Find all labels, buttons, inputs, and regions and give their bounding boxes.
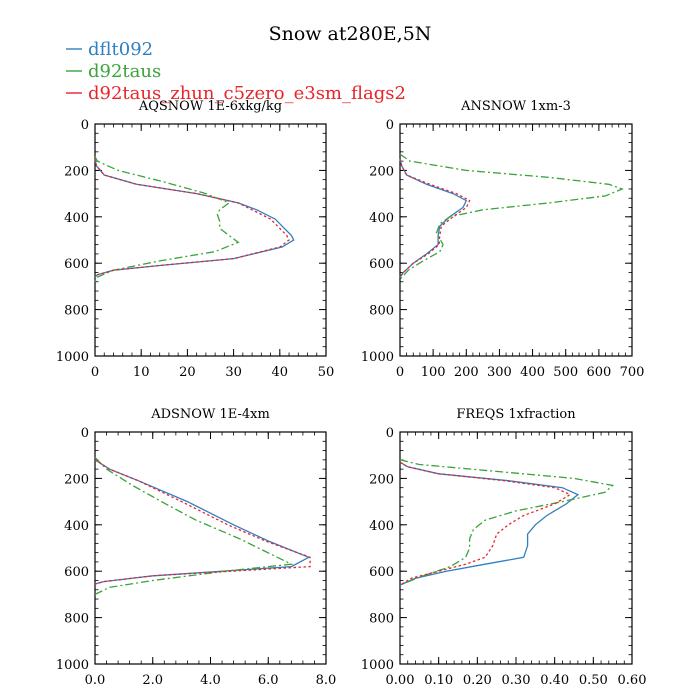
- y-tick-label: 400: [64, 211, 89, 226]
- x-tick-label: 40: [272, 365, 289, 380]
- y-tick-label: 0: [386, 426, 394, 441]
- x-tick-label: 0.00: [386, 673, 415, 688]
- x-tick-label: 500: [553, 365, 578, 380]
- legend: dflt092d92tausd92taus_zhun_c5zero_e3sm_f…: [66, 39, 406, 104]
- series-line-2: [399, 461, 572, 586]
- series-line-1: [399, 459, 615, 586]
- x-tick-label: 400: [520, 365, 545, 380]
- x-tick-label: 200: [454, 365, 479, 380]
- panel-title: AQSNOW 1E-6xkg/kg: [138, 99, 282, 114]
- y-tick-label: 1000: [361, 658, 394, 673]
- panel-1: ANSNOW 1xm-3 0 100 200 300 400 500 600 700 0 200 40…: [361, 99, 645, 380]
- x-tick-label: 10: [133, 365, 150, 380]
- panel-title: ADSNOW 1E-4xm: [150, 407, 270, 422]
- plot-frame: [399, 123, 633, 357]
- x-tick-label: 0.50: [579, 673, 608, 688]
- x-tick-label: 4.0: [200, 673, 221, 688]
- panel-0: AQSNOW 1E-6xkg/kg 0 10 20 30 40 50 0 200 400 600 80…: [56, 99, 334, 380]
- plot-frame: [399, 431, 633, 665]
- y-tick-label: 400: [369, 211, 394, 226]
- y-tick-label: 800: [369, 612, 394, 627]
- x-tick-label: 0.20: [463, 673, 492, 688]
- x-tick-label: 6.0: [258, 673, 279, 688]
- x-tick-label: 0: [396, 365, 404, 380]
- panel-title: FREQS 1xfraction: [456, 407, 576, 422]
- legend-label-2: d92taus_zhun_c5zero_e3sm_flags2: [88, 83, 406, 104]
- x-tick-label: 0.60: [618, 673, 647, 688]
- panel-title: ANSNOW 1xm-3: [460, 99, 571, 114]
- x-tick-label: 20: [179, 365, 196, 380]
- y-tick-label: 400: [64, 519, 89, 534]
- series-line-2: [94, 158, 290, 278]
- y-tick-label: 1000: [56, 350, 89, 365]
- plot-panels: AQSNOW 1E-6xkg/kg0 10 20 30 40 50020040060080…: [56, 99, 647, 688]
- x-tick-label: 30: [225, 365, 242, 380]
- y-tick-label: 800: [64, 612, 89, 627]
- y-tick-label: 0: [81, 426, 89, 441]
- x-tick-label: 100: [421, 365, 446, 380]
- x-tick-label: 50: [318, 365, 335, 380]
- panel-3: FREQS 1xfraction 0.00 0.10 0.20 0.30 0.40 0.50…: [361, 407, 647, 688]
- legend-label-1: d92taus: [88, 61, 161, 82]
- y-tick-label: 800: [64, 304, 89, 319]
- y-tick-label: 0: [81, 118, 89, 133]
- series-line-0: [399, 461, 580, 586]
- x-tick-label: 0.0: [85, 673, 106, 688]
- y-tick-label: 1000: [361, 350, 394, 365]
- y-tick-label: 0: [386, 118, 394, 133]
- legend-label-0: dflt092: [88, 39, 153, 60]
- series-line-2: [399, 158, 471, 278]
- series-line-1: [94, 156, 240, 283]
- x-tick-label: 0.10: [424, 673, 453, 688]
- x-tick-label: 8.0: [316, 673, 337, 688]
- figure-title: Snow at280E,5N: [269, 23, 432, 45]
- y-tick-label: 600: [64, 565, 89, 580]
- x-tick-label: 300: [487, 365, 512, 380]
- plot-frame: [94, 431, 327, 665]
- y-tick-label: 200: [64, 164, 89, 179]
- y-tick-label: 200: [369, 164, 394, 179]
- x-tick-label: 700: [620, 365, 645, 380]
- y-tick-label: 200: [64, 472, 89, 487]
- y-tick-label: 600: [369, 257, 394, 272]
- series-line-2: [94, 459, 311, 585]
- x-tick-label: 600: [586, 365, 611, 380]
- y-tick-label: 400: [369, 519, 394, 534]
- series-line-0: [94, 459, 311, 585]
- y-tick-label: 800: [369, 304, 394, 319]
- y-tick-label: 600: [64, 257, 89, 272]
- x-tick-label: 0: [91, 365, 99, 380]
- y-tick-label: 200: [369, 472, 394, 487]
- y-tick-label: 1000: [56, 658, 89, 673]
- panel-2: ADSNOW 1E-4xm 0.0 2.0 4.0 6.0 8.0 0 200 400 600 80…: [56, 407, 336, 688]
- x-tick-label: 2.0: [142, 673, 163, 688]
- series-line-0: [94, 158, 295, 278]
- series-line-1: [94, 457, 294, 595]
- x-tick-label: 0.30: [502, 673, 531, 688]
- x-tick-label: 0.40: [540, 673, 569, 688]
- plot-frame: [94, 123, 327, 357]
- y-tick-label: 600: [369, 565, 394, 580]
- series-line-1: [399, 153, 624, 280]
